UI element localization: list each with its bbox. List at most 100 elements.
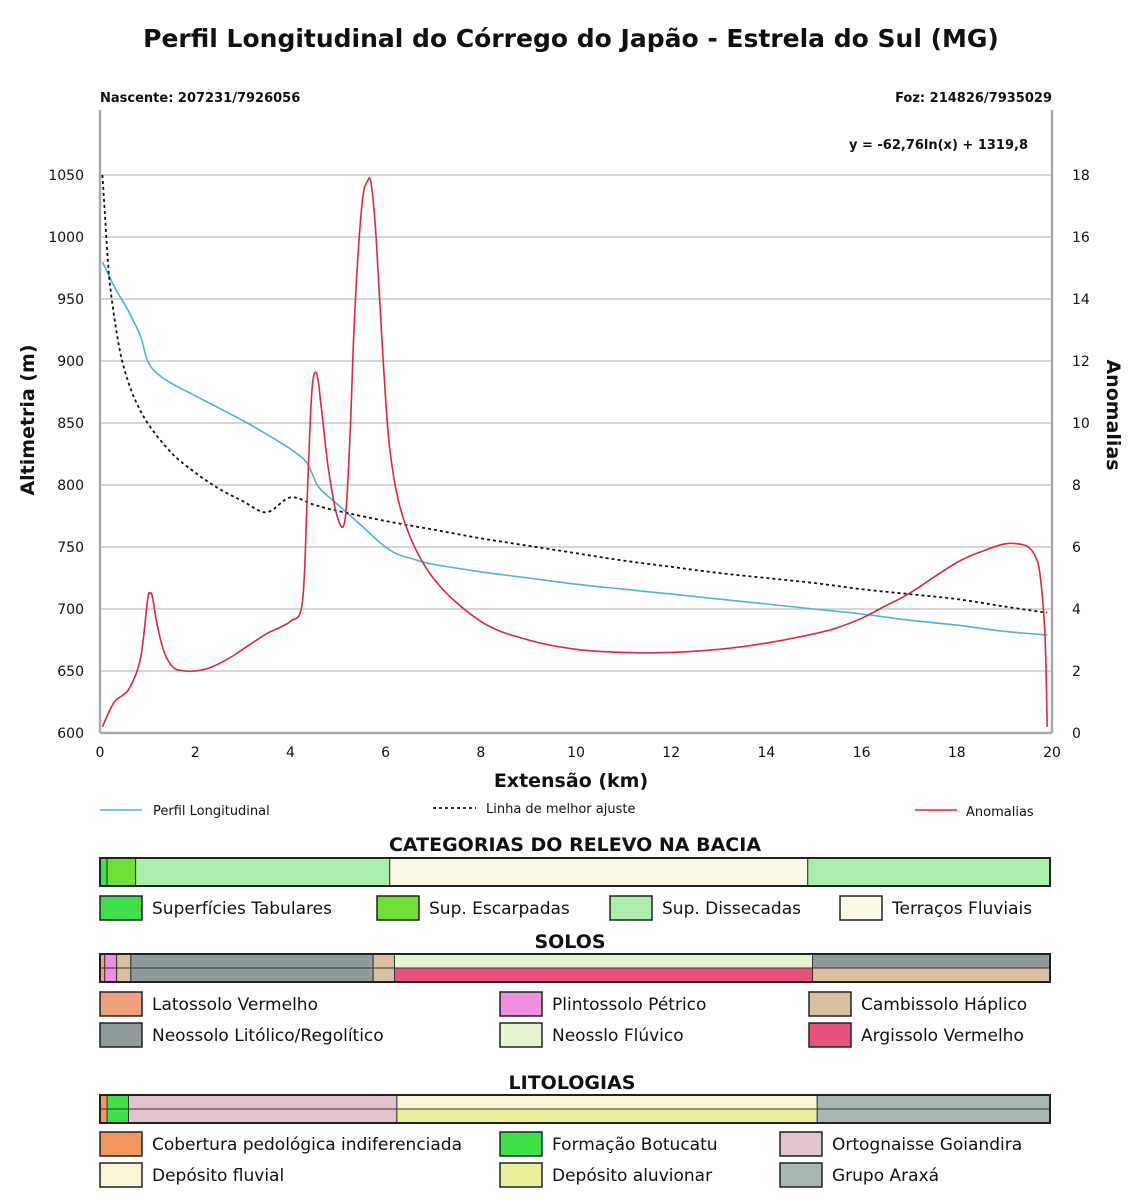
- x-tick-label: 14: [757, 745, 775, 761]
- gridlines: [100, 174, 1052, 672]
- y-tick-label: 650: [57, 664, 84, 680]
- litologias-legend-label: Grupo Araxá: [832, 1166, 939, 1186]
- litologias-legend-swatch: [499, 1162, 543, 1188]
- y-axis-title: Altimetria (m): [17, 344, 39, 495]
- solos-segment-top: [130, 953, 374, 969]
- x-tick-labels: 0 2 4 6 8 10 12 14 16 18 20: [96, 745, 1061, 761]
- litologias-legend-label: Cobertura pedológica indiferenciada: [152, 1135, 462, 1155]
- solos-segment-bottom: [394, 967, 813, 983]
- litologias-legend-label: Formação Botucatu: [552, 1135, 718, 1155]
- x-tick-label: 20: [1043, 745, 1061, 761]
- relevo-legend-swatch: [376, 895, 420, 921]
- x-axis-title: Extensão (km): [494, 770, 648, 792]
- litologias-legend: Cobertura pedológica indiferenciada Forma…: [99, 1131, 1022, 1188]
- x-tick-label: 6: [381, 745, 390, 761]
- series-layer: [101, 174, 1048, 728]
- relevo-legend: Superfícies Tabulares Sup. Escarpadas Sup.…: [99, 895, 1032, 921]
- solos-segment-top: [116, 953, 132, 969]
- solos-legend-swatch: [808, 991, 852, 1017]
- litologias-bar: [99, 1094, 1051, 1124]
- solos-segment-bottom: [116, 967, 132, 983]
- solos-legend-label: Neossolo Litólico/Regolítico: [152, 1026, 384, 1046]
- x-tick-label: 10: [567, 745, 585, 761]
- solos-segment-bottom: [104, 967, 118, 983]
- relevo-segment: [99, 857, 108, 887]
- bar-frame: [99, 857, 1051, 887]
- source-coordinates: Nascente: 207231/7926056: [100, 91, 300, 106]
- solos-legend-label: Neosslo Flúvico: [552, 1026, 684, 1046]
- relevo-segment: [807, 857, 1051, 887]
- relevo-legend-swatch: [99, 895, 143, 921]
- y2-tick-label: 14: [1072, 292, 1090, 308]
- relevo-legend-label: Superfícies Tabulares: [152, 899, 332, 919]
- solos-legend-swatch: [499, 991, 543, 1017]
- solos-legend-swatch: [808, 1022, 852, 1048]
- litologias-segment-bottom: [816, 1108, 1051, 1124]
- y2-tick-label: 2: [1072, 664, 1081, 680]
- solos-segment-top: [812, 953, 1051, 969]
- litologias-segment-bottom: [99, 1108, 108, 1124]
- relevo-segment: [135, 857, 391, 887]
- chart-title: Perfil Longitudinal do Córrego do Japão …: [143, 24, 999, 53]
- y2-tick-label: 8: [1072, 478, 1081, 494]
- x-tick-label: 12: [662, 745, 680, 761]
- solos-segment-top: [394, 953, 813, 969]
- y-tick-label: 1000: [48, 230, 84, 246]
- litologias-legend-swatch: [779, 1131, 823, 1157]
- litologias-legend-label: Ortognaisse Goiandira: [832, 1135, 1022, 1155]
- y-tick-label: 700: [57, 602, 84, 618]
- solos-legend-label: Cambissolo Háplico: [861, 995, 1027, 1015]
- y2-tick-label: 16: [1072, 230, 1090, 246]
- y2-tick-labels: 0 2 4 6 8 10 12 14 16 18: [1072, 168, 1090, 742]
- series-anomalias: [101, 177, 1048, 728]
- litologias-segment-top: [396, 1094, 818, 1110]
- x-tick-label: 18: [948, 745, 966, 761]
- litologias-title: LITOLOGIAS: [509, 1072, 636, 1094]
- y-tick-label: 900: [57, 354, 84, 370]
- solos-legend-label: Plintossolo Pétrico: [552, 995, 706, 1015]
- litologias-segment-bottom: [106, 1108, 129, 1124]
- y2-tick-label: 12: [1072, 354, 1090, 370]
- y-tick-label: 1050: [48, 168, 84, 184]
- bar-frame: [99, 953, 1051, 983]
- litologias-segment-top: [816, 1094, 1051, 1110]
- litologias-legend-swatch: [99, 1162, 143, 1188]
- relevo-legend-label: Terraços Fluviais: [891, 899, 1032, 919]
- y-tick-label: 950: [57, 292, 84, 308]
- litologias-legend-swatch: [779, 1162, 823, 1188]
- x-tick-label: 16: [853, 745, 871, 761]
- y2-tick-label: 18: [1072, 168, 1090, 184]
- y2-tick-label: 0: [1072, 726, 1081, 742]
- y-tick-label: 850: [57, 416, 84, 432]
- y-tick-label: 600: [57, 726, 84, 742]
- solos-segment-bottom: [812, 967, 1051, 983]
- x-tick-label: 4: [286, 745, 295, 761]
- litologias-legend-swatch: [499, 1131, 543, 1157]
- y2-tick-label: 6: [1072, 540, 1081, 556]
- litologias-segment-top: [106, 1094, 129, 1110]
- series-perfil-longitudinal: [101, 261, 1048, 636]
- solos-segment-top: [104, 953, 118, 969]
- relevo-legend-label: Sup. Dissecadas: [662, 899, 801, 919]
- relevo-segment: [106, 857, 137, 887]
- bar-frame: [99, 1094, 1051, 1124]
- relevo-legend-swatch: [839, 895, 883, 921]
- litologias-legend-label: Depósito aluvionar: [552, 1166, 712, 1186]
- mouth-coordinates: Foz: 214826/7935029: [895, 91, 1052, 106]
- legend-label-anomalias: Anomalias: [966, 805, 1034, 820]
- x-tick-label: 8: [476, 745, 485, 761]
- litologias-segment-bottom: [128, 1108, 398, 1124]
- solos-title: SOLOS: [534, 931, 605, 953]
- litologias-segment-bottom: [396, 1108, 818, 1124]
- solos-legend-swatch: [99, 991, 143, 1017]
- solos-legend: Latossolo Vermelho Plintossolo Pétrico Cam…: [99, 991, 1027, 1048]
- x-tick-label: 2: [191, 745, 200, 761]
- relevo-legend-label: Sup. Escarpadas: [429, 899, 570, 919]
- y2-tick-label: 4: [1072, 602, 1081, 618]
- series-melhor-ajuste: [101, 174, 1048, 614]
- y2-tick-label: 10: [1072, 416, 1090, 432]
- relevo-title: CATEGORIAS DO RELEVO NA BACIA: [389, 834, 761, 856]
- solos-legend-label: Argissolo Vermelho: [861, 1026, 1024, 1046]
- relevo-legend-swatch: [609, 895, 653, 921]
